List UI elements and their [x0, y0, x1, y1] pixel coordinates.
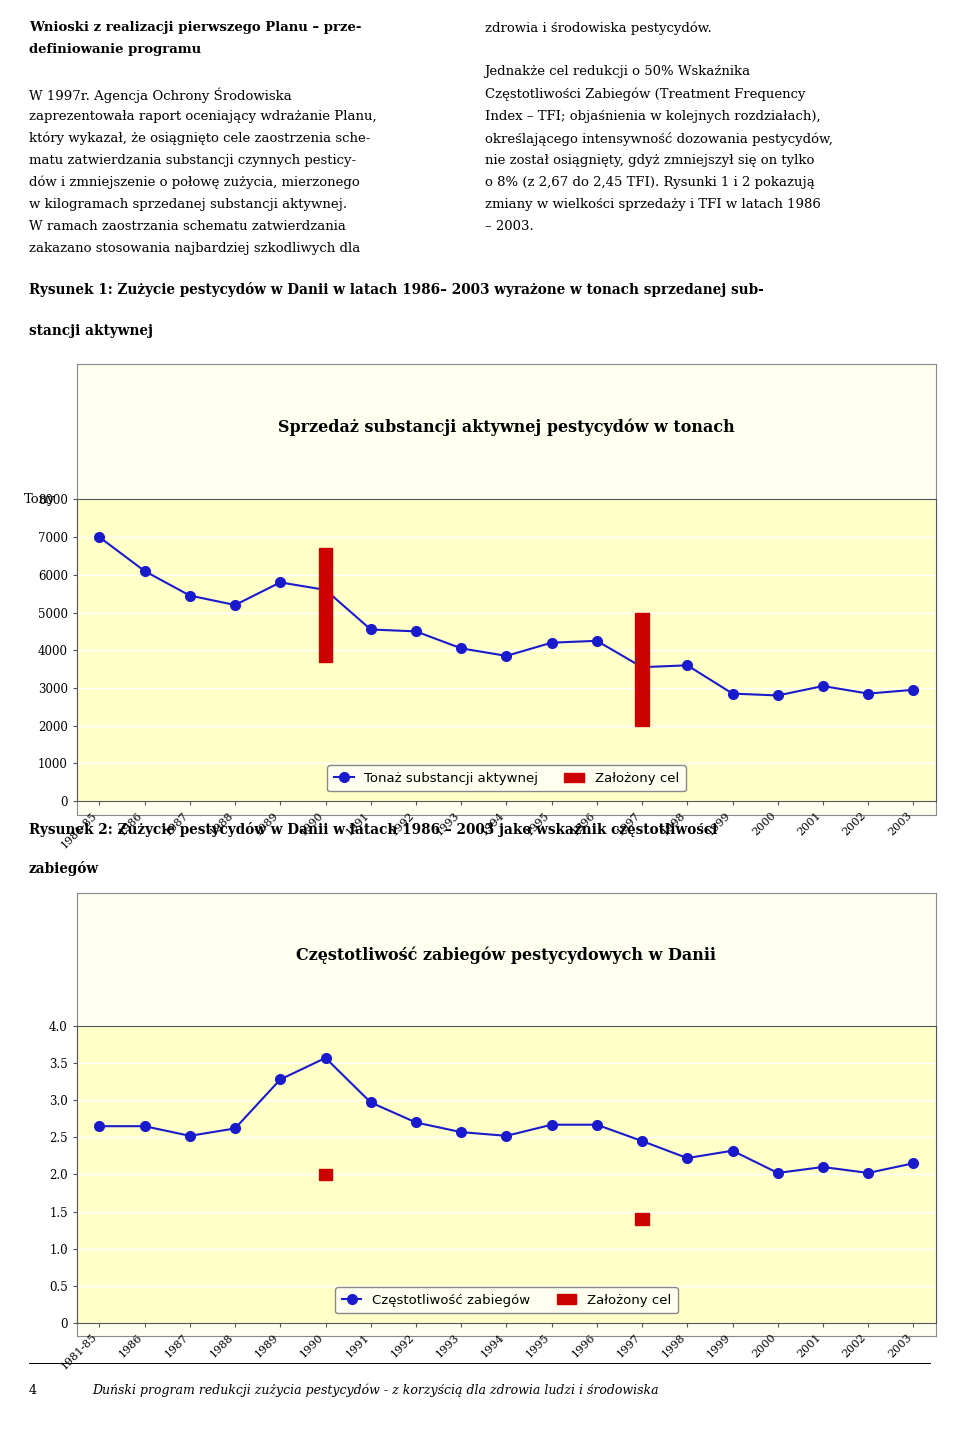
- Text: definiowanie programu: definiowanie programu: [29, 43, 201, 57]
- Text: Częstotliwość zabiegów pestycydowych w Danii: Częstotliwość zabiegów pestycydowych w D…: [297, 946, 716, 963]
- Text: Rysunek 1: Zużycie pestycydów w Danii w latach 1986– 2003 wyrażone w tonach sprz: Rysunek 1: Zużycie pestycydów w Danii w …: [29, 282, 763, 296]
- Text: – 2003.: – 2003.: [485, 220, 533, 233]
- Bar: [636, 1213, 649, 1225]
- Text: nie został osiągnięty, gdyż zmniejszył się on tylko: nie został osiągnięty, gdyż zmniejszył s…: [485, 153, 814, 167]
- Text: W 1997r. Agencja Ochrony Środowiska: W 1997r. Agencja Ochrony Środowiska: [29, 87, 292, 103]
- Text: Tony: Tony: [24, 493, 56, 506]
- Text: matu zatwierdzania substancji czynnych pesticy-: matu zatwierdzania substancji czynnych p…: [29, 153, 356, 167]
- Text: zdrowia i środowiska pestycydów.: zdrowia i środowiska pestycydów.: [485, 21, 711, 34]
- Text: stancji aktywnej: stancji aktywnej: [29, 324, 153, 339]
- Text: Jednakże cel redukcji o 50% Wskaźnika: Jednakże cel redukcji o 50% Wskaźnika: [485, 66, 751, 79]
- Legend: Tonaż substancji aktywnej, Założony cel: Tonaż substancji aktywnej, Założony cel: [327, 765, 685, 792]
- Text: Rysunek 2: Zużycie pestycydów w Danii w latach 1986 – 2003 jako wskaźnik częstot: Rysunek 2: Zużycie pestycydów w Danii w …: [29, 822, 717, 836]
- Bar: [319, 1169, 332, 1180]
- Text: Wnioski z realizacji pierwszego Planu – prze-: Wnioski z realizacji pierwszego Planu – …: [29, 21, 361, 34]
- Text: który wykazał, że osiągnięto cele zaostrzenia sche-: który wykazał, że osiągnięto cele zaostr…: [29, 131, 371, 146]
- Text: w kilogramach sprzedanej substancji aktywnej.: w kilogramach sprzedanej substancji akty…: [29, 197, 347, 210]
- Text: zaprezentowała raport oceniający wdrażanie Planu,: zaprezentowała raport oceniający wdrażan…: [29, 110, 376, 123]
- Text: zabiegów: zabiegów: [29, 860, 99, 876]
- Text: o 8% (z 2,67 do 2,45 TFI). Rysunki 1 i 2 pokazują: o 8% (z 2,67 do 2,45 TFI). Rysunki 1 i 2…: [485, 176, 814, 189]
- Bar: [319, 549, 332, 662]
- Text: 4: 4: [29, 1385, 36, 1398]
- Bar: [636, 613, 649, 726]
- Text: zakazano stosowania najbardziej szkodliwych dla: zakazano stosowania najbardziej szkodliw…: [29, 242, 360, 254]
- Text: dów i zmniejszenie o połowę zużycia, mierzonego: dów i zmniejszenie o połowę zużycia, mie…: [29, 176, 360, 189]
- Text: Sprzedaż substancji aktywnej pestycydów w tonach: Sprzedaż substancji aktywnej pestycydów …: [278, 419, 734, 436]
- Text: W ramach zaostrzania schematu zatwierdzania: W ramach zaostrzania schematu zatwierdza…: [29, 220, 346, 233]
- Text: zmiany w wielkości sprzedaży i TFI w latach 1986: zmiany w wielkości sprzedaży i TFI w lat…: [485, 197, 821, 210]
- Text: Częstotliwości Zabiegów (Treatment Frequency: Częstotliwości Zabiegów (Treatment Frequ…: [485, 87, 805, 101]
- Text: określającego intensywność dozowania pestycydów,: określającego intensywność dozowania pes…: [485, 131, 832, 146]
- Text: Duński program redukcji zużycia pestycydów - z korzyścią dla zdrowia ludzi i śro: Duński program redukcji zużycia pestycyd…: [92, 1383, 659, 1398]
- Legend: Częstotliwość zabiegów, Założony cel: Częstotliwość zabiegów, Założony cel: [335, 1288, 678, 1313]
- Text: Index – TFI; objaśnienia w kolejnych rozdziałach),: Index – TFI; objaśnienia w kolejnych roz…: [485, 110, 820, 123]
